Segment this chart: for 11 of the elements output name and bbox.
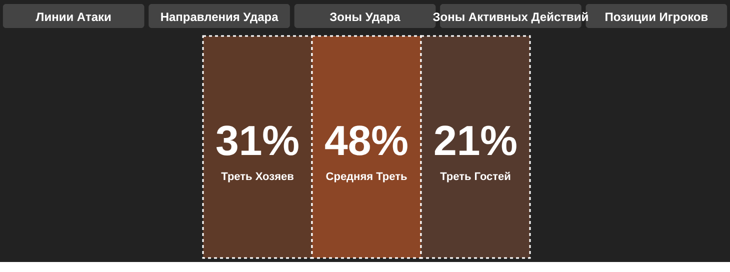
text: Направления Удара [160,10,279,24]
text: Зоны Активных Действий [432,10,589,24]
data-label: 21% [433,117,518,164]
data-label: 48% [324,117,409,164]
category-label: Средняя Треть [326,171,408,183]
text: Линии Атаки [36,10,112,24]
category-label: Треть Хозяев [221,171,294,183]
category-label: Треть Гостей [440,171,511,183]
text: Позиции Игроков [604,10,708,24]
text: Зоны Удара [330,10,401,24]
data-label: 31% [215,117,300,164]
